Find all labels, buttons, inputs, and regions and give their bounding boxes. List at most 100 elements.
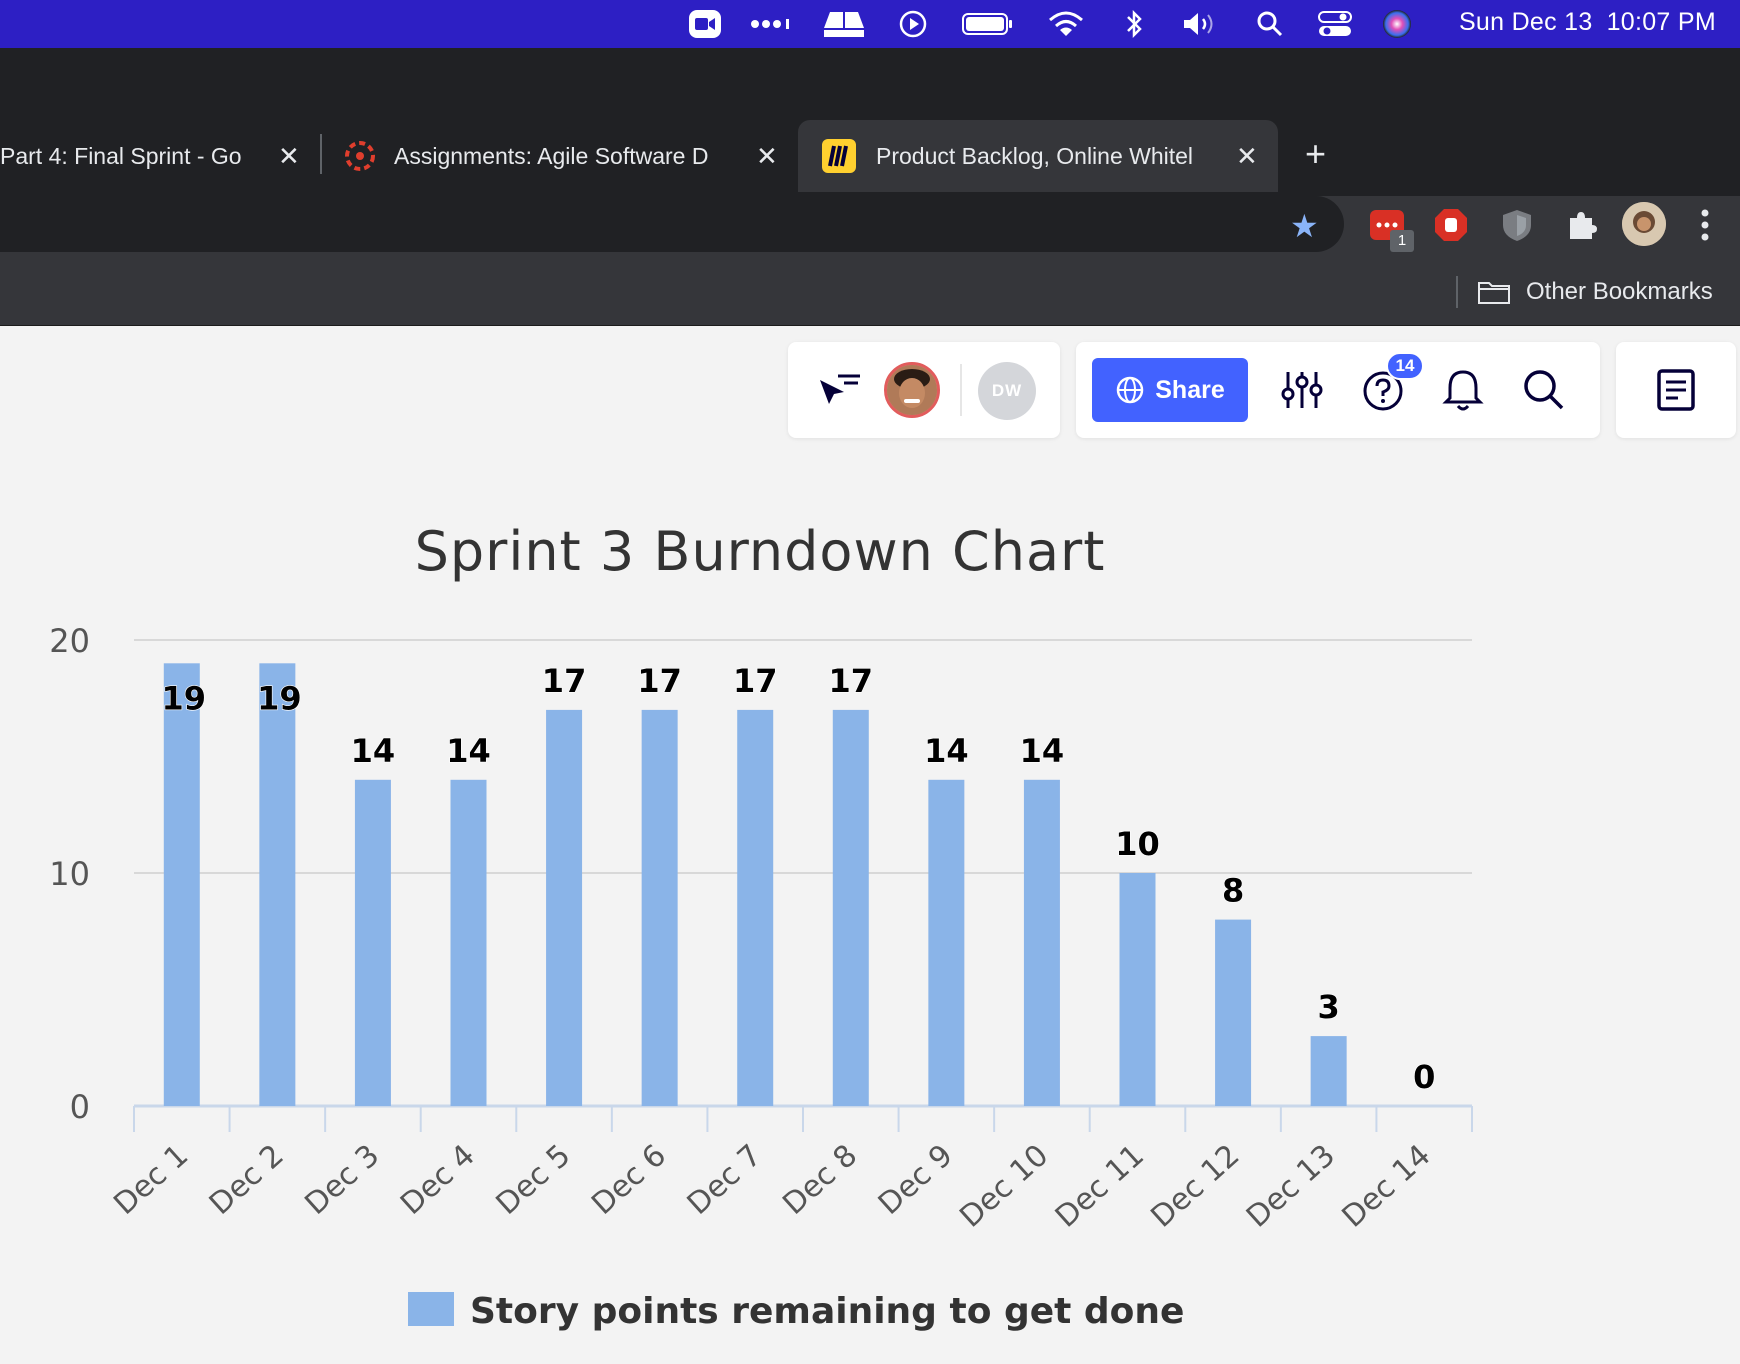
siri-icon[interactable]	[1382, 10, 1412, 38]
bar	[450, 779, 487, 1106]
avatar[interactable]	[884, 362, 940, 418]
folder-icon	[1478, 280, 1510, 304]
bar	[1023, 779, 1060, 1106]
bar	[928, 779, 965, 1106]
bar	[259, 663, 296, 1106]
bar	[1310, 1036, 1347, 1106]
miro-icon	[822, 139, 856, 173]
control-center-icon[interactable]	[1318, 10, 1352, 38]
bar	[832, 709, 869, 1106]
bar	[163, 663, 200, 1106]
menu-bar-clock[interactable]: Sun Dec 13 10:07 PM	[1459, 8, 1716, 37]
legend-swatch	[408, 1292, 454, 1326]
collaborator-avatar[interactable]: DW	[978, 362, 1036, 420]
data-label: 17	[829, 662, 874, 700]
close-icon[interactable]: ✕	[756, 140, 778, 171]
tab-assignments[interactable]: Assignments: Agile Software D ✕	[336, 120, 796, 192]
help-icon[interactable]	[1362, 370, 1404, 412]
shield-icon[interactable]	[1500, 208, 1534, 242]
wifi-icon[interactable]	[1048, 10, 1084, 38]
y-tick-label: 10	[49, 855, 90, 893]
notes-icon[interactable]	[1656, 368, 1696, 412]
browser-tab-strip: Part 4: Final Sprint - Go ✕ Assignments:…	[0, 104, 1740, 196]
x-tick-label: Dec 4	[394, 1138, 482, 1222]
play-icon[interactable]	[898, 10, 928, 38]
globe-icon	[1115, 375, 1145, 405]
bell-icon[interactable]	[1442, 368, 1484, 412]
canvas-icon	[342, 138, 378, 174]
x-tick-label: Dec 10	[953, 1138, 1055, 1235]
data-label: 14	[924, 732, 969, 770]
share-button[interactable]: Share	[1092, 358, 1248, 422]
tab-title: Assignments: Agile Software D	[394, 142, 709, 169]
browser-toolbar: ★ 1	[0, 196, 1740, 260]
close-icon[interactable]: ✕	[278, 140, 300, 171]
bookmarks-separator	[1456, 276, 1458, 308]
data-label: 14	[351, 732, 396, 770]
data-label: 14	[446, 732, 491, 770]
bar	[737, 709, 774, 1106]
extension-badge: 1	[1390, 230, 1414, 252]
x-tick-label: Dec 5	[490, 1138, 578, 1222]
collaborator-initials: DW	[991, 381, 1023, 400]
chart-title: Sprint 3 Burndown Chart	[414, 520, 1106, 583]
x-tick-label: Dec 2	[203, 1138, 291, 1222]
x-tick-label: Dec 7	[681, 1138, 769, 1222]
x-tick-label: Dec 3	[298, 1138, 386, 1222]
tab-separator	[320, 134, 322, 174]
miro-board[interactable]: DW Share 14 Sprint 3 Burndown Chart	[0, 326, 1740, 1364]
cursor-follow-icon[interactable]	[818, 372, 862, 408]
data-label: 3	[1318, 988, 1340, 1026]
tab-title: Part 4: Final Sprint - Go	[0, 142, 242, 169]
macos-menu-bar: Sun Dec 13 10:07 PM	[0, 0, 1740, 48]
battery-icon[interactable]	[962, 10, 1014, 38]
x-tick-label: Dec 11	[1049, 1138, 1151, 1235]
share-label: Share	[1155, 375, 1225, 404]
close-icon[interactable]: ✕	[1236, 140, 1258, 171]
x-tick-label: Dec 12	[1144, 1138, 1246, 1235]
drive-icon[interactable]	[822, 10, 866, 38]
data-label: 17	[542, 662, 587, 700]
burndown-chart: 0 10 20 19 Dec 1 19 Dec 2 14 Dec 3 14 Dec 4 17 Dec 5…	[49, 622, 1473, 1332]
bar	[354, 779, 391, 1106]
data-label: 17	[733, 662, 778, 700]
data-label: 14	[1020, 732, 1065, 770]
data-label: 8	[1222, 872, 1244, 910]
y-tick-label: 0	[70, 1088, 90, 1126]
y-tick-label: 20	[49, 622, 90, 660]
panel-divider	[960, 364, 962, 416]
zoom-icon[interactable]	[688, 10, 722, 38]
x-tick-label: Dec 14	[1336, 1138, 1438, 1235]
address-bar[interactable]	[0, 196, 1344, 252]
bluetooth-icon[interactable]	[1122, 9, 1146, 39]
tab-product-backlog[interactable]: Product Backlog, Online Whitel ✕	[798, 120, 1278, 192]
other-bookmarks-link[interactable]: Other Bookmarks	[1526, 278, 1713, 305]
volume-icon[interactable]	[1182, 10, 1222, 38]
data-label: 0	[1413, 1058, 1435, 1096]
bar	[1215, 919, 1252, 1106]
star-icon[interactable]: ★	[1290, 208, 1319, 244]
kebab-menu-icon[interactable]	[1700, 208, 1710, 242]
puzzle-icon[interactable]	[1564, 208, 1598, 242]
search-icon[interactable]	[1522, 368, 1566, 412]
tab-final-sprint[interactable]: Part 4: Final Sprint - Go ✕	[0, 120, 310, 192]
dots-icon[interactable]	[750, 10, 794, 38]
x-tick-label: Dec 9	[872, 1138, 960, 1222]
menu-bar-date: Sun Dec 13	[1458, 8, 1593, 36]
data-label: 19	[162, 679, 207, 717]
settings-sliders-icon[interactable]	[1280, 368, 1324, 412]
help-badge: 14	[1386, 352, 1424, 380]
bar	[1119, 873, 1156, 1106]
data-label: 10	[1115, 825, 1160, 863]
adblock-icon[interactable]	[1434, 208, 1468, 242]
extension-red-icon[interactable]	[1370, 210, 1404, 240]
new-tab-button[interactable]: +	[1305, 133, 1327, 174]
spotlight-icon[interactable]	[1256, 10, 1284, 38]
x-tick-label: Dec 8	[776, 1138, 864, 1222]
tab-title: Product Backlog, Online Whitel	[876, 142, 1194, 169]
profile-avatar[interactable]	[1622, 202, 1666, 246]
window-title-strip	[0, 48, 1740, 104]
collaborators-panel: DW	[788, 342, 1060, 438]
bar	[546, 709, 583, 1106]
data-label: 19	[257, 679, 302, 717]
